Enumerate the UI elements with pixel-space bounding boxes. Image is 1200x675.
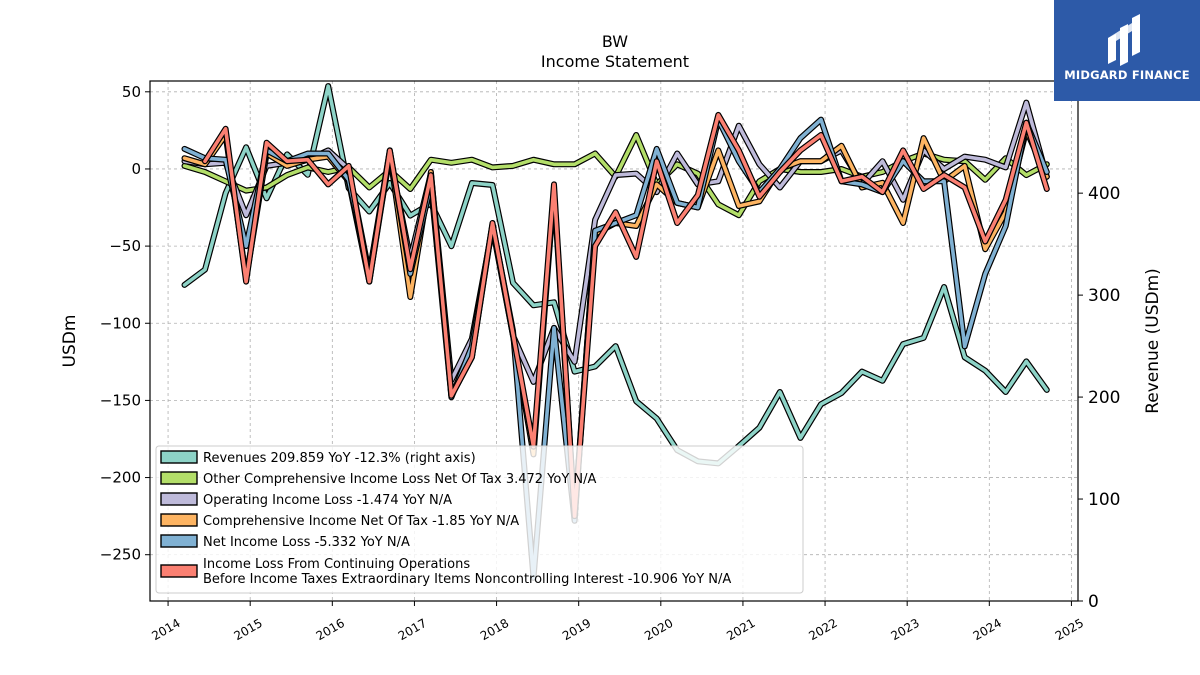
series-line — [203, 113, 1049, 518]
x-tick-label: 2014 — [149, 616, 182, 643]
legend: Revenues 209.859 YoY -12.3% (right axis)… — [155, 445, 804, 594]
y-tick-label: 50 — [122, 83, 141, 101]
series-line — [182, 100, 1049, 384]
legend-label: Before Income Taxes Extraordinary Items … — [203, 572, 731, 587]
legend-label: Income Loss From Continuing Operations — [203, 557, 470, 572]
legend-label: Other Comprehensive Income Loss Net Of T… — [203, 472, 597, 487]
y-right-tick-label: 300 — [1088, 286, 1120, 306]
x-tick-label: 2023 — [888, 616, 921, 643]
series-5 — [202, 111, 1050, 520]
legend-swatch — [160, 450, 198, 464]
y-axis-label: USDm — [60, 315, 80, 368]
brand-name: MIDGARD FINANCE — [1064, 68, 1190, 82]
midgard-logo-icon — [1108, 14, 1140, 66]
series-lines — [181, 83, 1050, 581]
series-line — [182, 117, 1049, 580]
plot-frame — [149, 80, 1079, 602]
x-tick-label: 2025 — [1053, 616, 1086, 643]
series-2 — [181, 99, 1050, 385]
legend-swatch — [160, 513, 198, 527]
legend-label: Operating Income Loss -1.474 YoY N/A — [203, 493, 452, 508]
x-tick-label: 2017 — [396, 616, 429, 643]
x-tick-label: 2018 — [478, 616, 511, 643]
y-right-tick-label: 200 — [1088, 388, 1120, 408]
legend-swatch — [160, 534, 198, 548]
series-0 — [181, 83, 1050, 467]
y-tick-label: −50 — [109, 237, 141, 255]
y-axis-right: 5004003002001000 — [1078, 82, 1120, 612]
x-tick-label: 2020 — [642, 616, 675, 643]
chart-title: BW — [601, 32, 629, 51]
x-tick-label: 2022 — [806, 616, 839, 643]
y-tick-label: −100 — [100, 314, 141, 332]
x-tick-label: 2015 — [231, 616, 264, 643]
y-tick-label: −250 — [100, 546, 141, 564]
y-axis-right-label: Revenue (USDm) — [1143, 268, 1163, 414]
legend-label: Net Income Loss -5.332 YoY N/A — [203, 535, 410, 550]
y-right-tick-label: 400 — [1088, 184, 1120, 204]
x-tick-label: 2019 — [560, 616, 593, 643]
legend-swatch — [160, 564, 198, 578]
legend-box — [155, 445, 804, 594]
y-right-tick-label: 0 — [1088, 592, 1099, 612]
series-line — [182, 84, 1049, 466]
y-axis-left: 50 0 −50 −100 −150 −200 −250 — [100, 83, 150, 564]
x-tick-label: 2016 — [314, 616, 347, 643]
y-tick-label: −200 — [100, 469, 141, 487]
legend-label: Comprehensive Income Net Of Tax -1.85 Yo… — [203, 514, 519, 529]
x-tick-label: 2021 — [724, 616, 757, 643]
chart-subtitle: Income Statement — [540, 52, 690, 71]
series-4 — [181, 116, 1050, 581]
legend-swatch — [160, 471, 198, 485]
legend-label: Revenues 209.859 YoY -12.3% (right axis) — [203, 451, 476, 466]
x-tick-label: 2024 — [971, 616, 1004, 643]
y-tick-label: 0 — [131, 160, 141, 178]
y-right-tick-label: 100 — [1088, 490, 1120, 510]
legend-swatch — [160, 492, 198, 506]
y-tick-label: −150 — [100, 391, 141, 409]
brand-logo: MIDGARD FINANCE — [1054, 0, 1200, 101]
x-axis: 2014 2015 2016 2017 2018 2019 2020 2021 2022 2023… — [149, 601, 1086, 643]
